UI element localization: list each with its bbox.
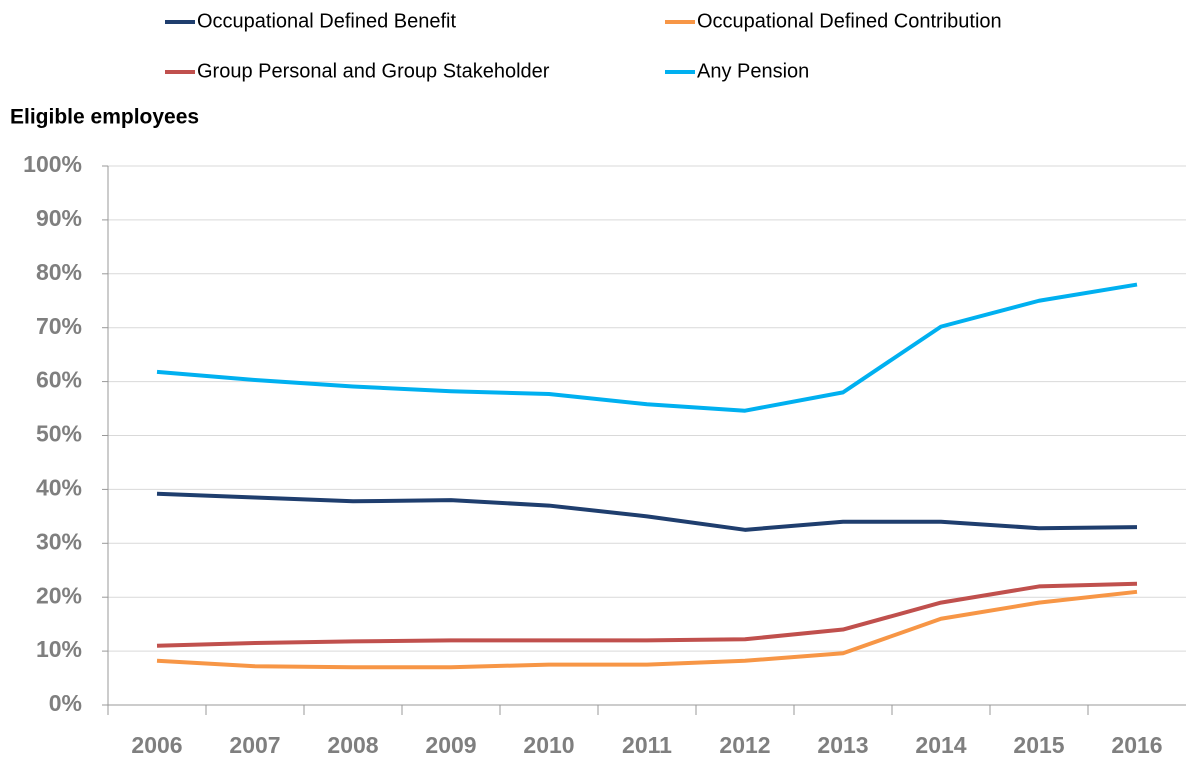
legend-label: Occupational Defined Benefit xyxy=(197,10,456,32)
y-tick-label: 40% xyxy=(36,474,82,500)
y-tick-label: 30% xyxy=(36,528,82,554)
series-line xyxy=(156,491,1138,532)
y-tick-label: 0% xyxy=(49,690,82,716)
legend-label: Group Personal and Group Stakeholder xyxy=(197,60,550,82)
y-tick-label: 60% xyxy=(36,367,82,393)
y-tick-label: 70% xyxy=(36,313,82,339)
legend-label: Any Pension xyxy=(697,60,809,82)
x-tick-label: 2010 xyxy=(523,732,574,758)
x-tick-label: 2006 xyxy=(131,732,182,758)
series-line xyxy=(156,581,1138,648)
x-tick-label: 2013 xyxy=(817,732,868,758)
y-tick-label: 90% xyxy=(36,205,82,231)
x-tick-label: 2015 xyxy=(1013,732,1064,758)
y-tick-label: 50% xyxy=(36,421,82,447)
x-tick-label: 2016 xyxy=(1111,732,1162,758)
y-tick-label: 20% xyxy=(36,582,82,608)
x-tick-label: 2011 xyxy=(622,732,672,758)
series-line xyxy=(156,589,1138,670)
legend-label: Occupational Defined Contribution xyxy=(697,10,1002,32)
y-tick-label: 80% xyxy=(36,259,82,285)
x-tick-label: 2012 xyxy=(719,732,770,758)
x-tick-label: 2007 xyxy=(229,732,280,758)
y-axis-title: Eligible employees xyxy=(10,106,199,129)
x-tick-label: 2014 xyxy=(915,732,966,758)
x-tick-label: 2009 xyxy=(425,732,476,758)
x-tick-label: 2008 xyxy=(327,732,378,758)
y-tick-label: 10% xyxy=(36,636,82,662)
series-line xyxy=(156,282,1138,413)
y-tick-label: 100% xyxy=(23,151,82,177)
